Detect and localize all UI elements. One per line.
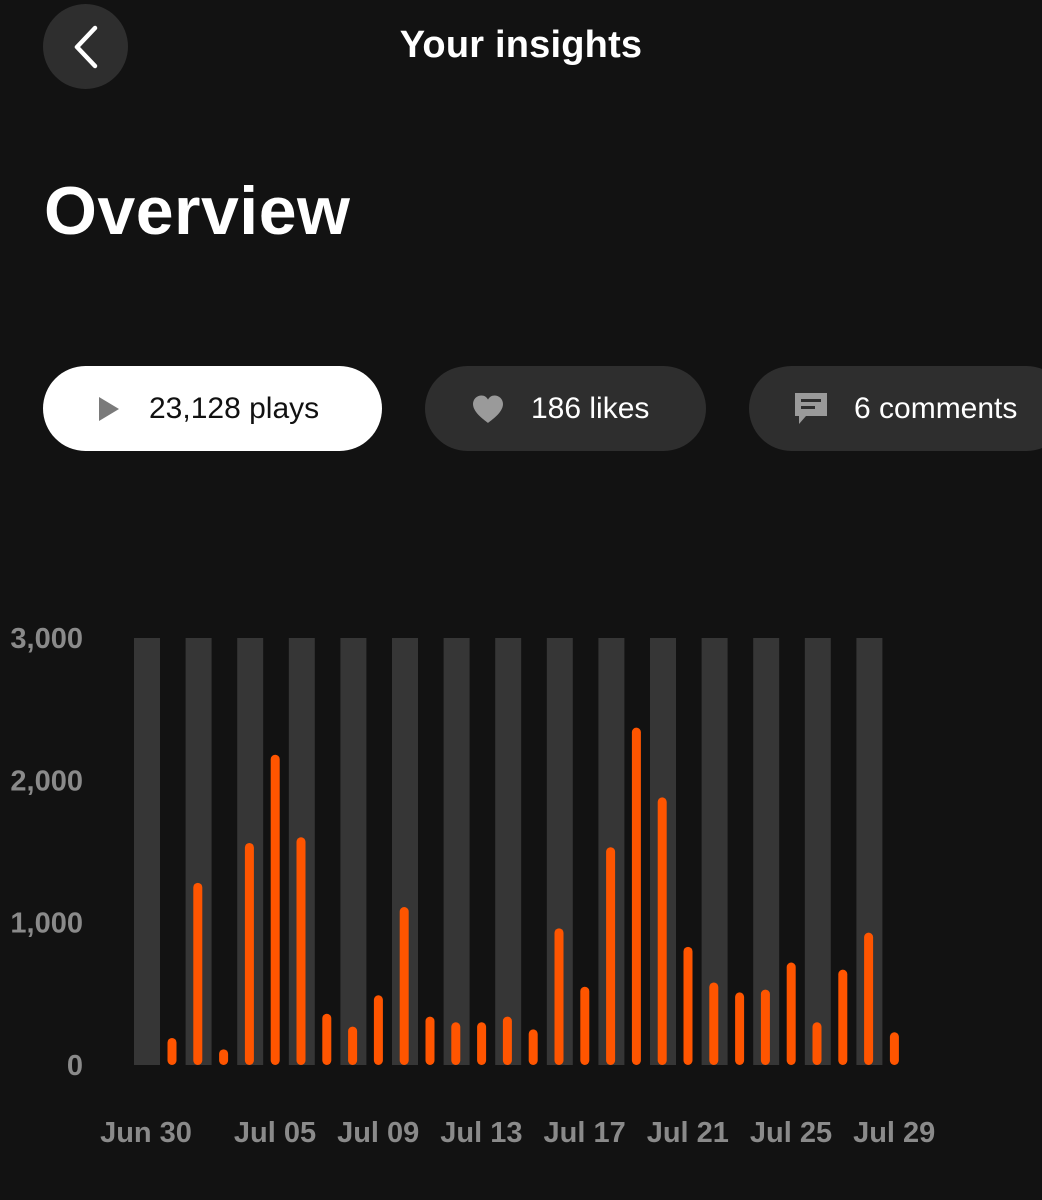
bar-jul-18[interactable]	[631, 727, 641, 1065]
x-tick-label: Jul 13	[440, 1117, 522, 1149]
bar-jul-20[interactable]	[683, 946, 693, 1065]
plays-filter-button[interactable]: 23,128 plays	[43, 366, 382, 451]
plays-count-label: 23,128 plays	[149, 391, 320, 425]
x-tick-label: Jul 09	[337, 1117, 419, 1149]
likes-count-label: 186 likes	[531, 391, 650, 425]
x-tick-label: Jul 05	[234, 1117, 316, 1149]
x-tick-label: Jul 17	[543, 1117, 625, 1149]
bar-jul-04[interactable]	[270, 754, 280, 1065]
y-tick-label: 3,000	[10, 623, 83, 655]
week-band	[340, 638, 367, 1065]
bars	[167, 727, 899, 1065]
bar-jul-08[interactable]	[373, 995, 383, 1065]
comments-count-label: 6 comments	[854, 391, 1018, 425]
bar-jul-09[interactable]	[399, 907, 409, 1065]
y-tick-label: 2,000	[10, 765, 83, 797]
x-tick-label: Jul 25	[750, 1117, 832, 1149]
chevron-left-icon	[71, 24, 101, 70]
bar-jul-24[interactable]	[786, 962, 796, 1065]
bar-jul-21[interactable]	[709, 982, 719, 1065]
y-tick-label: 0	[67, 1050, 83, 1082]
bar-jun-30[interactable]	[167, 1037, 177, 1065]
comments-filter-button[interactable]: 6 comments	[749, 366, 1042, 451]
page-title: Overview	[44, 173, 351, 249]
bar-jul-10[interactable]	[425, 1016, 435, 1065]
week-bands	[134, 638, 883, 1065]
week-band	[443, 638, 470, 1065]
bar-jul-23[interactable]	[760, 989, 770, 1065]
comment-icon	[792, 391, 830, 427]
bar-jul-07[interactable]	[348, 1026, 358, 1065]
likes-filter-button[interactable]: 186 likes	[425, 366, 706, 451]
back-button[interactable]	[43, 4, 128, 89]
bar-jul-25[interactable]	[812, 1022, 822, 1065]
week-band	[495, 638, 522, 1065]
bar-jul-27[interactable]	[864, 932, 874, 1065]
bar-jul-14[interactable]	[528, 1029, 538, 1065]
y-axis-ticks: 3,000 2,000 1,000 0	[10, 623, 83, 1082]
bar-jul-28[interactable]	[889, 1032, 899, 1065]
bar-jul-19[interactable]	[657, 797, 667, 1065]
bar-jul-26[interactable]	[838, 969, 848, 1065]
bar-jul-02[interactable]	[219, 1049, 229, 1065]
bar-jul-03[interactable]	[244, 842, 254, 1065]
week-band	[134, 638, 160, 1065]
bar-jul-01[interactable]	[193, 882, 203, 1065]
bar-jul-16[interactable]	[580, 986, 590, 1065]
bar-jul-13[interactable]	[502, 1016, 512, 1065]
bar-jul-22[interactable]	[735, 992, 745, 1065]
y-tick-label: 1,000	[10, 908, 83, 940]
header-title: Your insights	[399, 24, 643, 66]
x-tick-label: Jul 29	[853, 1117, 935, 1149]
bar-jul-11[interactable]	[451, 1022, 461, 1065]
week-band	[804, 638, 831, 1065]
heart-icon	[471, 394, 505, 424]
x-axis-ticks: Jun 30 Jul 05 Jul 09 Jul 13 Jul 17 Jul 21 Jul …	[100, 1117, 935, 1149]
play-icon	[97, 396, 121, 422]
bar-jul-06[interactable]	[322, 1013, 332, 1065]
bar-jul-17[interactable]	[606, 847, 616, 1065]
bar-jul-12[interactable]	[477, 1022, 487, 1065]
bar-jul-15[interactable]	[554, 928, 564, 1065]
bar-jul-05[interactable]	[296, 837, 306, 1065]
x-tick-label: Jul 21	[647, 1117, 729, 1149]
x-tick-label: Jun 30	[100, 1117, 192, 1149]
